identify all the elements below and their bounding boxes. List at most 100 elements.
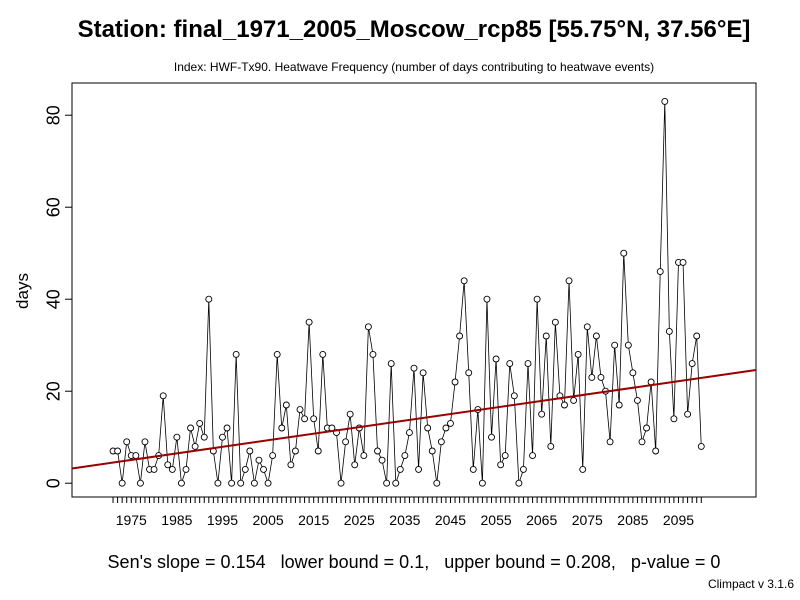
data-point xyxy=(538,410,546,418)
data-point xyxy=(383,479,391,487)
chart-title: Station: final_1971_2005_Moscow_rcp85 [5… xyxy=(78,16,751,43)
data-point xyxy=(506,360,514,368)
data-point xyxy=(419,369,427,377)
data-point xyxy=(574,350,582,358)
x-tick-label: 2045 xyxy=(435,512,466,528)
credit-annotation: Climpact v 3.1.6 xyxy=(708,577,794,591)
data-point xyxy=(273,350,281,358)
data-point xyxy=(629,369,637,377)
x-tick-label: 2095 xyxy=(663,512,694,528)
data-point xyxy=(301,415,309,423)
data-point xyxy=(287,461,295,469)
data-point xyxy=(643,424,651,432)
data-point xyxy=(228,479,236,487)
data-point xyxy=(182,465,190,473)
x-tick-label: 2055 xyxy=(481,512,512,528)
data-point xyxy=(679,258,687,266)
data-point xyxy=(524,360,532,368)
data-point xyxy=(670,415,678,423)
data-point xyxy=(633,396,641,404)
data-point xyxy=(451,378,459,386)
x-axis: 1975 1985 1995 2005 2015 2025 2035 2045 2055 2065… xyxy=(112,496,702,528)
data-point xyxy=(255,456,263,464)
data-point xyxy=(401,452,409,460)
data-point xyxy=(241,465,249,473)
data-point xyxy=(200,433,208,441)
data-point xyxy=(237,479,245,487)
data-point xyxy=(561,401,568,409)
data-point xyxy=(415,465,423,473)
series-line xyxy=(113,101,702,484)
data-point xyxy=(219,433,226,441)
data-point xyxy=(611,341,619,349)
y-axis-label: days xyxy=(13,273,32,309)
x-tick-label: 2005 xyxy=(253,512,284,528)
data-point xyxy=(387,360,395,368)
data-point xyxy=(483,295,491,303)
data-point xyxy=(187,424,195,432)
x-tick-label: 2025 xyxy=(344,512,375,528)
data-point xyxy=(510,392,518,400)
y-tick-label: 20 xyxy=(43,381,63,401)
series-layer xyxy=(109,97,705,487)
data-point xyxy=(250,479,258,487)
data-point xyxy=(656,268,664,276)
y-tick-label: 40 xyxy=(43,289,63,309)
data-point xyxy=(310,415,318,423)
data-point xyxy=(624,341,632,349)
data-point xyxy=(597,373,605,381)
data-point xyxy=(437,438,445,446)
data-point xyxy=(638,438,646,446)
data-point xyxy=(360,452,368,460)
data-point xyxy=(615,401,623,409)
data-point xyxy=(278,424,286,432)
data-point xyxy=(364,323,372,331)
data-point xyxy=(396,465,404,473)
trend-layer xyxy=(71,369,757,470)
data-point xyxy=(346,410,354,418)
data-point xyxy=(565,277,573,285)
chart-subtitle: Index: HWF-Tx90. Heatwave Frequency (num… xyxy=(174,60,654,74)
data-point xyxy=(460,277,468,285)
data-point xyxy=(405,429,413,437)
data-point xyxy=(342,438,350,446)
data-point xyxy=(196,419,204,427)
data-point xyxy=(592,332,600,340)
data-point xyxy=(497,461,505,469)
data-point xyxy=(684,410,692,418)
data-point xyxy=(465,369,473,377)
data-point xyxy=(661,97,669,105)
data-point xyxy=(114,447,122,455)
x-tick-label: 1995 xyxy=(207,512,238,528)
data-point xyxy=(378,456,386,464)
data-point xyxy=(433,479,441,487)
data-point xyxy=(551,318,559,326)
data-point xyxy=(168,465,176,473)
x-tick-label: 2035 xyxy=(389,512,420,528)
x-tick-label: 2085 xyxy=(617,512,648,528)
data-point xyxy=(570,396,578,404)
data-point xyxy=(123,438,131,446)
y-tick-label: 0 xyxy=(43,478,63,488)
data-point xyxy=(665,327,673,335)
data-point xyxy=(469,465,477,473)
trend-line xyxy=(71,369,757,470)
data-point xyxy=(392,479,400,487)
x-tick-label: 2065 xyxy=(526,512,557,528)
data-point xyxy=(269,452,277,460)
data-point xyxy=(374,447,381,455)
data-point xyxy=(260,465,267,473)
data-point xyxy=(488,433,495,441)
data-point xyxy=(205,295,213,303)
data-point xyxy=(519,465,527,473)
data-point xyxy=(533,295,541,303)
data-point xyxy=(291,447,299,455)
data-point xyxy=(141,438,149,446)
data-point xyxy=(478,479,486,487)
data-point xyxy=(652,447,660,455)
x-tick-label: 1975 xyxy=(116,512,147,528)
data-point xyxy=(164,461,172,469)
data-point xyxy=(132,452,140,460)
data-point xyxy=(296,406,304,414)
